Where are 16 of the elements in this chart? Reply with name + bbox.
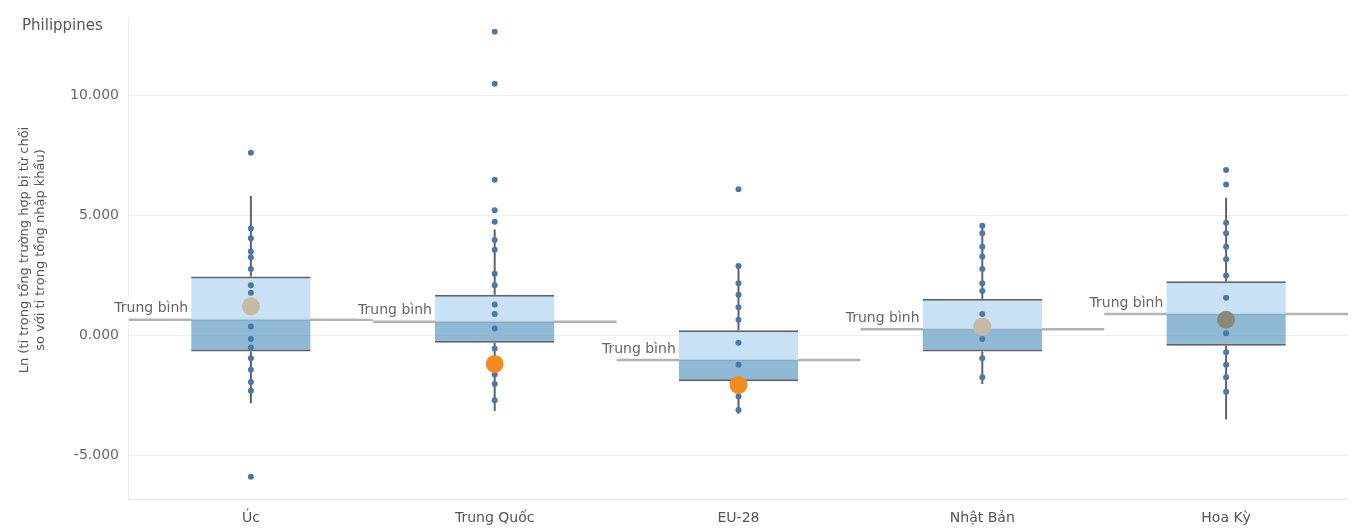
x-tick-label: Hoa Kỳ: [1201, 509, 1251, 526]
annotation: Trung bình: [357, 301, 432, 318]
x-tick-label: EU-28: [717, 509, 760, 526]
y-tick-label: 10.000: [69, 85, 119, 102]
y-axis-title: Ln (tỉ trọng tổng trường hợp bị từ chối so với tỉ trọng tổng nhập khẩu): [16, 126, 48, 374]
x-tick-label: Úc: [241, 508, 260, 526]
annotation: Trung bình: [844, 308, 920, 325]
y-tick-label: 0.000: [78, 325, 119, 342]
y-tick-label: 5.000: [78, 205, 119, 222]
x-tick-label: Trung Quốc: [453, 509, 535, 526]
y-tick-label: -5.000: [73, 445, 119, 462]
annotation: Trung bình: [1088, 293, 1164, 310]
x-tick-label: Nhật Bản: [949, 509, 1015, 526]
chart-title: Philippines: [22, 16, 103, 34]
annotation: Trung bình: [600, 339, 676, 356]
annotation: Trung bình: [113, 299, 189, 316]
